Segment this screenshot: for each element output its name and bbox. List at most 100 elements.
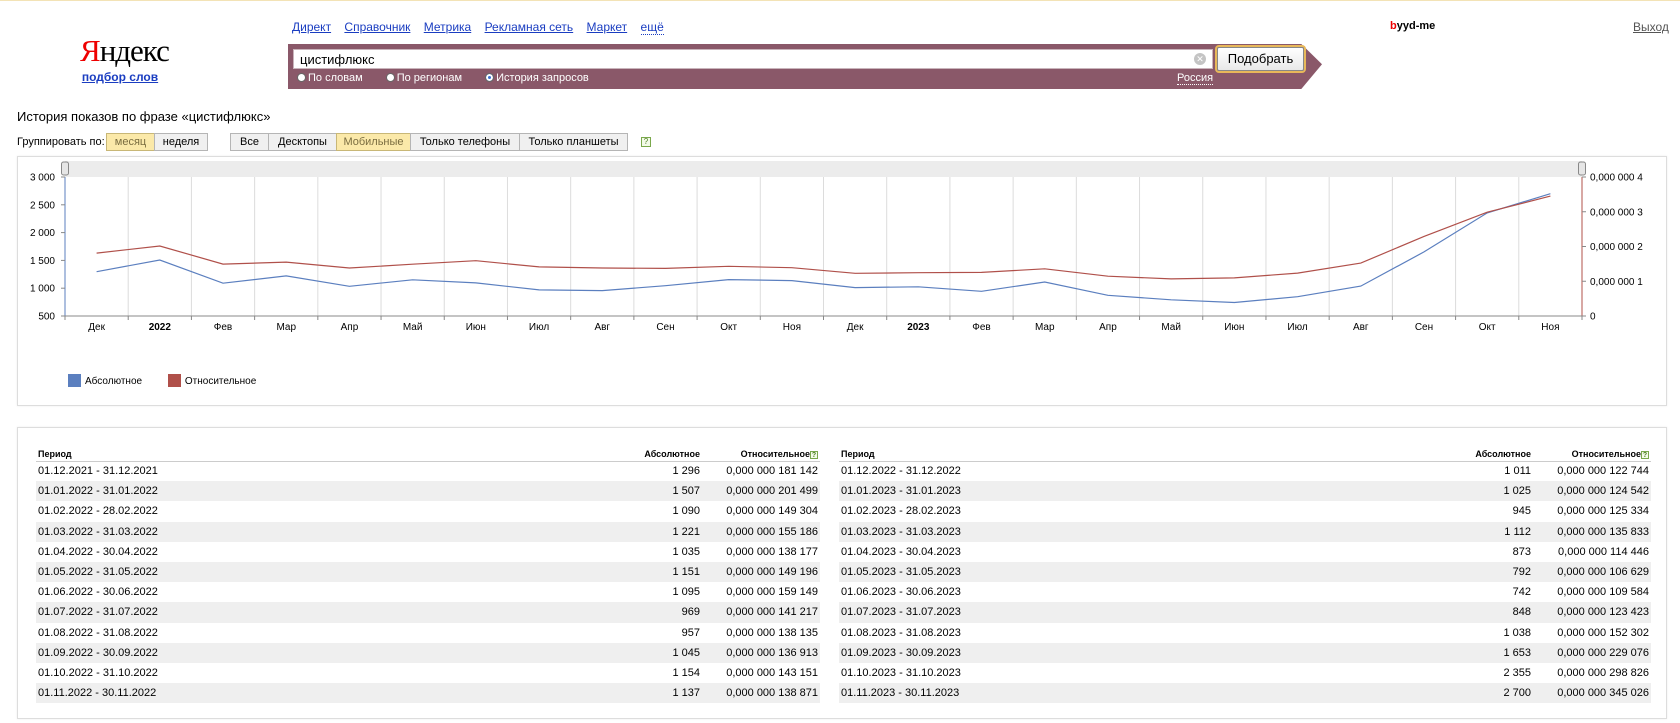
- x-tick-label: Июл: [1287, 322, 1307, 333]
- period-cell: 01.03.2022 - 31.03.2022: [36, 521, 486, 542]
- table-row: 01.12.2021 - 31.12.2021 1 296 0,000 000 18…: [36, 461, 820, 481]
- absolute-cell: 1 025: [1307, 481, 1533, 502]
- absolute-point: [1106, 294, 1109, 297]
- relative-cell: 0,000 000 138 177: [726, 545, 818, 558]
- period-cell: 01.05.2023 - 31.05.2023: [839, 561, 1308, 583]
- relative-header-label: Относительное: [1571, 448, 1641, 459]
- period-cell: 01.08.2023 - 31.08.2023: [841, 626, 961, 639]
- table-row: 01.09.2022 - 30.09.2022 1 045 0,000 000 13…: [36, 642, 820, 663]
- period-cell: 01.09.2023 - 30.09.2023: [839, 642, 1308, 663]
- service-link-market[interactable]: Маркет: [586, 20, 628, 34]
- legend-absolute[interactable]: Абсолютное: [68, 374, 142, 387]
- mode-by-words[interactable]: По словам: [297, 72, 363, 84]
- table-body: 01.12.2021 - 31.12.2021 1 296 0,000 000 18…: [36, 461, 820, 704]
- relative-header: Относительное?: [1533, 444, 1651, 462]
- absolute-point: [474, 281, 477, 284]
- device-all-button[interactable]: Все: [230, 133, 269, 151]
- device-desktop-button[interactable]: Десктопы: [268, 133, 337, 151]
- search-input[interactable]: цистифлюкс: [293, 49, 1213, 69]
- relative-point: [158, 244, 161, 247]
- logout-link[interactable]: Выход: [1633, 20, 1669, 34]
- relative-cell: 0,000 000 152 302: [1557, 626, 1649, 639]
- absolute-cell: 1 045: [485, 642, 702, 663]
- x-tick-label: Апр: [1099, 322, 1117, 333]
- x-tick-label: Май: [1161, 322, 1181, 333]
- relative-cell: 0,000 000 143 151: [726, 666, 818, 679]
- right-range-handle[interactable]: [1578, 161, 1586, 176]
- relative-point: [1170, 277, 1173, 280]
- period-cell: 01.12.2022 - 31.12.2022: [841, 465, 961, 478]
- pick-button[interactable]: Подобрать: [1217, 47, 1304, 71]
- mode-by-regions[interactable]: По регионам: [385, 72, 463, 84]
- relative-cell: 0,000 000 181 142: [726, 465, 818, 478]
- table-row: 01.01.2023 - 31.01.2023 1 025 0,000 000 12…: [839, 481, 1651, 502]
- relative-point: [980, 271, 983, 274]
- wordstat-link[interactable]: подбор слов: [81, 70, 159, 84]
- yandex-logo[interactable]: Яндекс подбор слов: [80, 33, 170, 84]
- clear-icon[interactable]: ✕: [1194, 53, 1206, 65]
- period-cell: 01.01.2022 - 31.01.2022: [36, 481, 486, 502]
- absolute-cell: 873: [1512, 545, 1531, 558]
- relative-point: [917, 271, 920, 274]
- absolute-cell: 848: [1307, 602, 1533, 623]
- table-row: 01.04.2022 - 30.04.2022 1 035 0,000 000 13…: [36, 542, 820, 562]
- x-tick-label: Ноя: [783, 322, 801, 333]
- absolute-cell: 1 095: [672, 586, 700, 599]
- right-tick-label: 0,000 000 2: [1590, 242, 1643, 253]
- absolute-point: [411, 278, 414, 281]
- relative-cell: 0,000 000 141 217: [702, 602, 820, 623]
- logo-first-letter: Я: [80, 33, 101, 68]
- absolute-cell: 1 112: [1307, 521, 1533, 542]
- table-row: 01.05.2023 - 31.05.2023 792 0,000 000 106 …: [839, 561, 1651, 583]
- mode-label: История запросов: [496, 72, 589, 84]
- table-row: 01.06.2022 - 30.06.2022 1 095 0,000 000 15…: [36, 582, 820, 602]
- region-selector[interactable]: Россия: [1177, 72, 1214, 85]
- relative-cell: 0,000 000 229 076: [1533, 642, 1651, 663]
- absolute-point: [285, 274, 288, 277]
- absolute-cell: 1 296: [672, 465, 700, 478]
- relative-cell: 0,000 000 149 304: [726, 505, 818, 518]
- x-tick-label: Сен: [656, 322, 674, 333]
- history-table-right: Период Абсолютное Относительное? 01.12.2…: [839, 444, 1651, 704]
- radio-icon: [385, 73, 395, 82]
- absolute-cell: 1 011: [1504, 465, 1531, 478]
- mode-label: По регионам: [396, 72, 463, 84]
- relative-point: [222, 263, 225, 266]
- table-row: 01.10.2023 - 31.10.2023 2 355 0,000 000 29…: [839, 663, 1651, 683]
- relative-point: [1359, 262, 1362, 265]
- absolute-cell: 742: [1512, 586, 1531, 599]
- x-tick-label: Окт: [1479, 322, 1496, 333]
- relative-point: [411, 263, 414, 266]
- service-link-ad-network[interactable]: Рекламная сеть: [484, 20, 574, 34]
- absolute-point: [790, 279, 793, 282]
- x-tick-label: Фев: [972, 322, 990, 333]
- more-services-link[interactable]: ещё: [640, 20, 664, 35]
- legend-relative[interactable]: Относительное: [167, 374, 256, 387]
- relative-cell: 0,000 000 138 135: [726, 626, 818, 639]
- x-tick-label: Окт: [720, 322, 737, 333]
- left-range-handle[interactable]: [61, 161, 69, 176]
- device-tablets-button[interactable]: Только планшеты: [519, 133, 628, 151]
- mode-history[interactable]: История запросов: [485, 72, 589, 84]
- help-icon[interactable]: ?: [641, 137, 651, 147]
- device-mobile-button[interactable]: Мобильные: [336, 133, 411, 151]
- help-icon[interactable]: ?: [1641, 450, 1649, 459]
- relative-header-label: Относительное: [740, 448, 810, 459]
- relative-series-line: [96, 195, 1551, 280]
- absolute-header: Абсолютное: [1307, 444, 1533, 462]
- search-mode-group: По словам По регионам История запросов: [297, 72, 609, 84]
- service-link-direct[interactable]: Директ: [292, 20, 332, 34]
- service-link-directory[interactable]: Справочник: [344, 20, 411, 34]
- table-row: 01.08.2023 - 31.08.2023 1 038 0,000 000 15…: [839, 623, 1651, 643]
- help-icon[interactable]: ?: [810, 450, 818, 459]
- logo-wordmark: Яндекс: [80, 33, 170, 68]
- relative-cell: 0,000 000 122 744: [1557, 465, 1649, 478]
- x-tick-label: Авг: [594, 322, 610, 333]
- relative-cell: 0,000 000 135 833: [1533, 521, 1651, 542]
- group-month-button[interactable]: месяц: [106, 133, 155, 151]
- absolute-cell: 1 653: [1307, 642, 1533, 663]
- group-week-button[interactable]: неделя: [154, 133, 208, 151]
- device-phones-button[interactable]: Только телефоны: [410, 133, 520, 151]
- user-name[interactable]: byyd-me: [1390, 20, 1435, 32]
- service-link-metrica[interactable]: Метрика: [423, 20, 472, 34]
